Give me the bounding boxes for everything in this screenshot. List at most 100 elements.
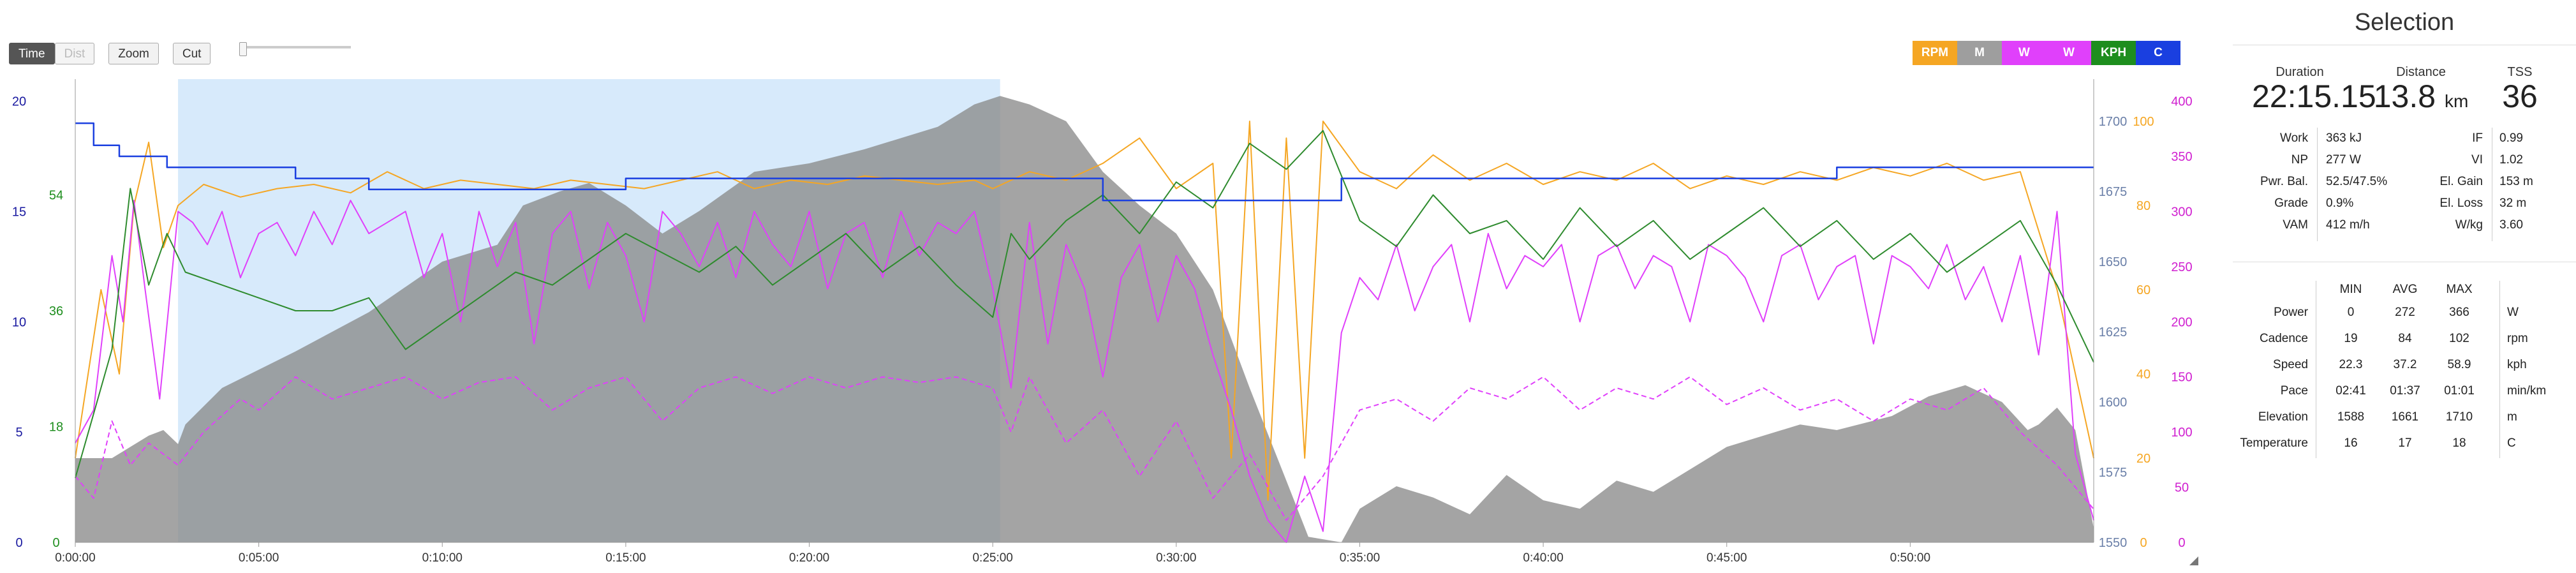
elevation-tick-label: 1550 [2099, 536, 2128, 550]
legend-kph[interactable]: KPH [2091, 41, 2136, 65]
power-line [75, 200, 2094, 543]
stat-avg: 01:37 [2390, 384, 2420, 398]
elevation-tick-label: 1650 [2099, 255, 2128, 269]
duration-summary: Duration 22:15.15 [2252, 65, 2376, 114]
smoothing-slider[interactable] [239, 46, 351, 48]
cadence-tick-label: 0 [2140, 536, 2147, 550]
metric-label: W/kg [2455, 218, 2483, 232]
time-button[interactable]: Time [9, 43, 55, 64]
power-tick-label: 250 [2171, 260, 2192, 274]
speed-tick-label: 54 [49, 189, 63, 203]
stat-unit: min/km [2507, 384, 2547, 398]
stat-label: Power [2274, 306, 2308, 319]
metric-label: El. Gain [2439, 175, 2483, 188]
temperature-tick-label: 10 [12, 315, 26, 329]
duration-value: 22:15.15 [2252, 78, 2376, 114]
legend-rpm[interactable]: RPM [1913, 41, 1957, 65]
metric-label: NP [2291, 153, 2308, 167]
metric-label: Work [2280, 131, 2308, 145]
legend-c[interactable]: C [2136, 41, 2180, 65]
metric-label: Pwr. Bal. [2260, 175, 2308, 188]
tss-summary: TSS 36 [2488, 65, 2552, 113]
x-tick-label: 0:25:00 [972, 551, 1012, 565]
stat-max: 58.9 [2447, 358, 2471, 371]
selection-panel: Selection Duration 22:15.15 Distance 13.… [2233, 0, 2576, 573]
power-tick-label: 100 [2171, 426, 2192, 440]
series-legend: RPM M W W KPH C [1913, 41, 2180, 65]
stat-min: 19 [2344, 332, 2358, 345]
power-tick-label: 150 [2171, 371, 2192, 385]
stat-avg: 1661 [2391, 410, 2419, 424]
elevation-tick-label: 1700 [2099, 115, 2128, 129]
metric-value: 363 kJ [2326, 131, 2362, 145]
chart-toolbar: Time Dist Zoom Cut [9, 41, 211, 66]
stat-avg: 84 [2398, 332, 2412, 345]
metric-value: 1.02 [2499, 153, 2523, 167]
distance-label: Distance [2396, 65, 2446, 79]
temperature-tick-label: 0 [15, 536, 22, 550]
cut-button[interactable]: Cut [172, 43, 211, 64]
speed-tick-label: 18 [49, 420, 63, 435]
metric-value: 277 W [2326, 153, 2361, 167]
stat-label: Speed [2273, 358, 2308, 371]
power_balance-line [75, 376, 2094, 521]
stat-min: 0 [2347, 306, 2355, 319]
metric-label: Grade [2274, 197, 2308, 210]
legend-w-power[interactable]: W [2002, 41, 2047, 65]
legend-w-balance[interactable]: W [2047, 41, 2091, 65]
distance-button: Dist [54, 43, 95, 64]
metric-value: 52.5/47.5% [2326, 175, 2388, 188]
zoom-button[interactable]: Zoom [108, 43, 159, 64]
stats-header: MAX [2446, 283, 2473, 296]
x-tick-label: 0:45:00 [1706, 551, 1747, 565]
stat-avg: 17 [2398, 436, 2412, 450]
distance-unit: km [2444, 91, 2469, 111]
stat-max: 18 [2452, 436, 2466, 450]
stat-max: 1710 [2445, 410, 2473, 424]
x-tick-label: 0:40:00 [1523, 551, 1563, 565]
stat-min: 22.3 [2339, 358, 2363, 371]
speed-line [75, 130, 2094, 479]
x-tick-label: 0:10:00 [422, 551, 463, 565]
stat-unit: rpm [2507, 332, 2528, 345]
x-tick-label: 0:30:00 [1156, 551, 1196, 565]
cadence-line [75, 121, 2094, 501]
legend-m[interactable]: M [1957, 41, 2002, 65]
resize-grip-icon[interactable] [2189, 556, 2198, 565]
power-tick-label: 50 [2175, 481, 2189, 495]
distance-summary: Distance 13.8 km [2367, 65, 2475, 118]
metric-value: 153 m [2499, 175, 2533, 188]
stats-header: MIN [2339, 283, 2362, 296]
ride-chart[interactable]: 0:00:00 0:05:00 0:10:00 0:15:00 0:20:00 0:25:… [0, 0, 2207, 573]
temperature-line [75, 122, 2094, 202]
stat-unit: m [2507, 410, 2517, 424]
cadence-tick-label: 80 [2136, 199, 2150, 213]
stat-avg: 272 [2395, 306, 2415, 319]
stat-min: 16 [2344, 436, 2358, 450]
power-tick-label: 200 [2171, 315, 2192, 329]
x-tick-label: 0:15:00 [605, 551, 646, 565]
stat-unit: C [2507, 436, 2516, 450]
stat-label: Pace [2280, 384, 2308, 398]
tss-label: TSS [2507, 65, 2533, 79]
cadence-tick-label: 20 [2136, 452, 2150, 466]
temperature-tick-label: 20 [12, 95, 26, 109]
cadence-tick-label: 40 [2136, 368, 2150, 382]
power-tick-label: 350 [2171, 150, 2192, 164]
elevation-tick-label: 1625 [2099, 325, 2128, 339]
metric-value: 412 m/h [2326, 218, 2370, 232]
smoothing-slider-handle[interactable] [239, 42, 247, 56]
speed-tick-label: 36 [49, 304, 63, 318]
speed-tick-label: 0 [52, 536, 59, 550]
ride-chart-area[interactable]: 0:00:00 0:05:00 0:10:00 0:15:00 0:20:00 0:25:… [0, 0, 2207, 573]
power-tick-label: 0 [2178, 536, 2185, 550]
stat-unit: kph [2507, 358, 2527, 371]
stats-divider [2499, 281, 2500, 458]
metric-label: IF [2472, 131, 2483, 145]
metric-value: 0.99 [2499, 131, 2523, 145]
stat-min: 1588 [2337, 410, 2365, 424]
metric-label: VI [2471, 153, 2483, 167]
elevation-area [75, 96, 2094, 542]
stat-max: 102 [2449, 332, 2469, 345]
x-tick-label: 0:35:00 [1340, 551, 1380, 565]
